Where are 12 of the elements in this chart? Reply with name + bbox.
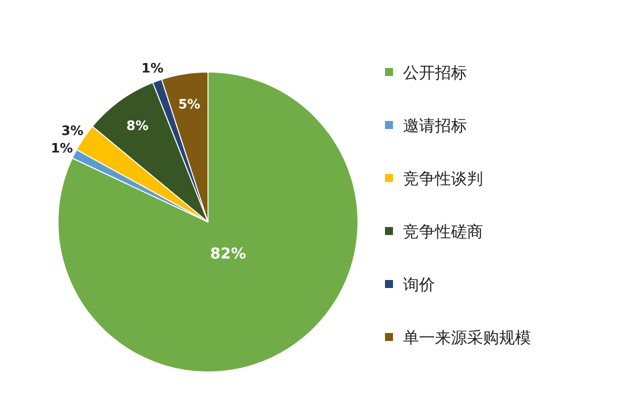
legend-label: 公开招标 (403, 63, 467, 82)
legend-label: 竞争性磋商 (403, 222, 483, 241)
data-label: 82% (210, 244, 246, 263)
legend-label: 询价 (403, 275, 435, 294)
data-label: 1% (50, 142, 73, 157)
data-label: 5% (178, 97, 200, 112)
legend-label: 邀请招标 (403, 116, 467, 135)
data-label: 3% (61, 124, 84, 139)
legend-label: 单一来源采购规模 (403, 328, 531, 347)
data-label: 8% (126, 118, 149, 134)
data-label: 1% (141, 62, 164, 77)
legend-label: 竞争性谈判 (403, 169, 483, 188)
